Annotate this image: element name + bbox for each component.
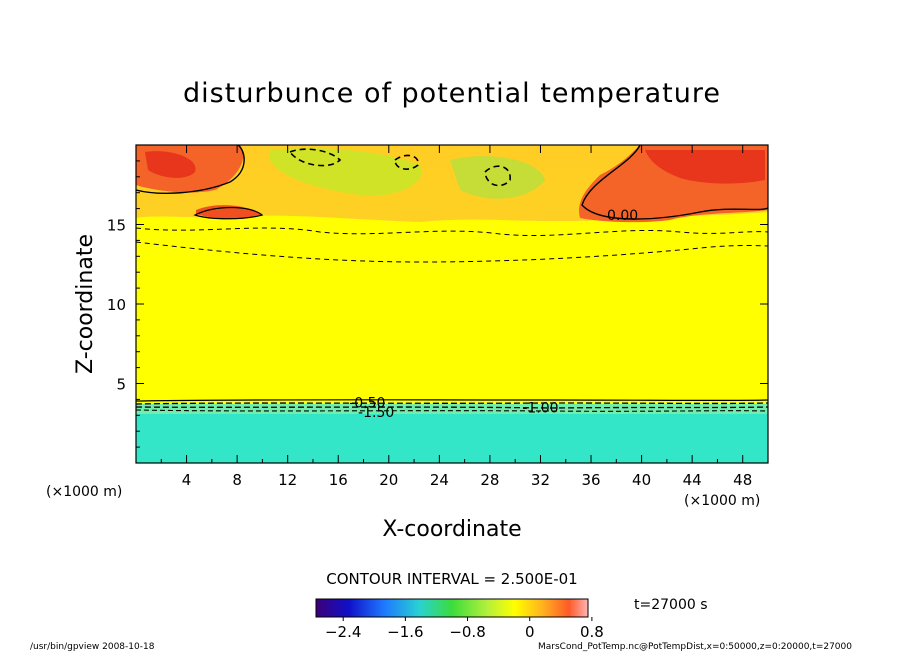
chart-title: disturbunce of potential temperature: [183, 78, 721, 109]
x-tick-label: 8: [232, 471, 242, 489]
warm-patch-left-core: [145, 151, 196, 178]
y-axis: 5 10 15: [107, 160, 768, 448]
x-unit-left: (×1000 m): [46, 484, 122, 500]
x-axis-label: X-coordinate: [382, 517, 521, 542]
contour-cool-loop-1: [288, 148, 511, 187]
contour-interval: CONTOUR INTERVAL = 2.500E-01: [326, 570, 577, 588]
y-tick-label: 5: [116, 376, 126, 394]
contour-label: -1.00: [522, 400, 558, 416]
cool-patch-2: [450, 156, 545, 199]
time-label: t=27000 s: [634, 597, 708, 613]
y-tick-label: 10: [107, 296, 126, 314]
x-tick-label: 4: [182, 471, 192, 489]
interface-contours: [136, 399, 768, 412]
x-tick-label: 32: [531, 471, 550, 489]
footer-right: MarsCond_PotTemp.nc@PotTempDist,x=0:5000…: [538, 642, 852, 652]
contour-solid-upper: [136, 145, 768, 220]
x-tick-label: 36: [581, 471, 600, 489]
contour-dashed-upper: [136, 227, 768, 236]
x-tick-label: 12: [278, 471, 297, 489]
cool-patch-1: [270, 148, 422, 196]
contour-labels: 0.00 -0.50-1.50 -1.00: [349, 208, 638, 421]
x-tick-label: 44: [683, 471, 702, 489]
warm-patch-right-core: [645, 150, 765, 184]
x-tick-label: 24: [430, 471, 449, 489]
contour-dashed-upper-2: [136, 241, 768, 263]
plot-area: [136, 145, 768, 463]
y-axis-label: Z-coordinate: [73, 234, 98, 374]
contour-label: 0.00: [607, 208, 638, 224]
x-tick-label: 28: [480, 471, 499, 489]
colorbar-tick-label: 0.8: [580, 623, 604, 641]
x-tick-label: 16: [329, 471, 348, 489]
footer-left: /usr/bin/gpview 2008-10-18: [30, 642, 155, 652]
x-tick-label: 20: [379, 471, 398, 489]
colorbar-tick-label: 0: [525, 623, 535, 641]
x-tick-label: 48: [733, 471, 752, 489]
contour-label: -1.50: [358, 405, 394, 421]
colorbar-ticks: −2.4 −1.6 −0.8 0 0.8: [325, 617, 604, 641]
x-unit-right: (×1000 m): [684, 493, 760, 509]
contour-label: -0.50: [349, 396, 385, 412]
x-tick-label: 40: [632, 471, 651, 489]
colorbar: [315, 598, 589, 618]
y-tick-label: 15: [107, 217, 126, 235]
colorbar-tick-label: −2.4: [325, 623, 361, 641]
lower-layer-shade: [136, 404, 768, 414]
x-axis: 4 8 12 16 20 24 28 32 36 40 44 48: [160, 145, 752, 489]
colorbar-tick-label: −0.8: [449, 623, 485, 641]
colorbar-tick-label: −1.6: [387, 623, 423, 641]
contour-solid-upper-2: [193, 206, 264, 220]
